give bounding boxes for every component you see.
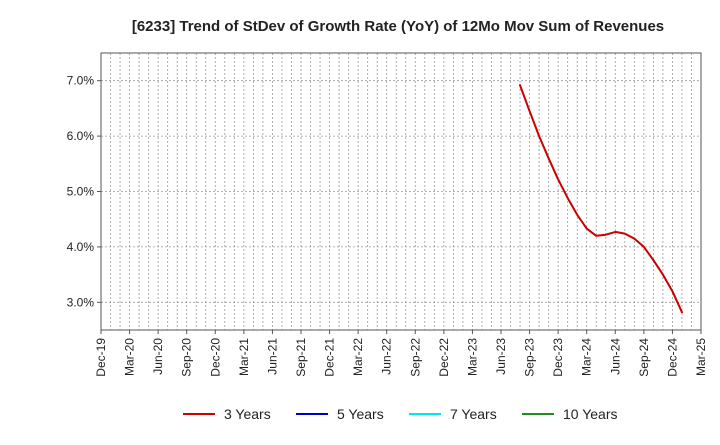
y-tick-label: 3.0%: [67, 295, 95, 309]
series-layer: [519, 84, 683, 314]
x-tick-label: Sep-22: [408, 338, 422, 377]
y-axis: 3.0% 4.0% 5.0% 6.0% 7.0%: [67, 74, 101, 309]
legend-label-3-years: 3 Years: [224, 406, 271, 422]
y-tick-label: 5.0%: [67, 185, 95, 199]
x-tick-label: Jun-22: [380, 338, 394, 375]
x-tick-label: Dec-20: [208, 338, 222, 377]
x-tick-label: Jun-23: [494, 338, 508, 375]
x-axis: Dec-19 Mar-20 Jun-20 Sep-20 Dec-20 Mar-21 Jun-…: [94, 330, 708, 377]
x-tick-label: Jun-20: [151, 338, 165, 375]
x-tick-label: Mar-24: [580, 338, 594, 376]
x-tick-label: Mar-20: [123, 338, 137, 376]
x-tick-label: Jun-24: [608, 338, 622, 375]
chart-title: [6233] Trend of StDev of Growth Rate (Yo…: [132, 18, 664, 35]
x-tick-label: Sep-24: [637, 338, 651, 377]
x-tick-label: Mar-23: [465, 338, 479, 376]
x-tick-label: Dec-19: [94, 338, 108, 377]
series-line-3-years: [519, 84, 683, 314]
x-tick-label: Sep-23: [523, 338, 537, 377]
x-tick-label: Jun-21: [265, 338, 279, 375]
y-tick-label: 4.0%: [67, 240, 95, 254]
legend-label-5-years: 5 Years: [337, 406, 384, 422]
legend-label-7-years: 7 Years: [450, 406, 497, 422]
y-tick-label: 6.0%: [67, 129, 95, 143]
x-tick-label: Dec-21: [323, 338, 337, 377]
x-tick-label: Sep-21: [294, 338, 308, 377]
x-tick-label: Dec-22: [437, 338, 451, 377]
x-tick-label: Sep-20: [180, 338, 194, 377]
x-tick-label: Dec-24: [665, 338, 679, 377]
y-tick-label: 7.0%: [67, 74, 95, 88]
x-tick-label: Mar-21: [237, 338, 251, 376]
grid: [101, 53, 701, 330]
x-tick-label: Dec-23: [551, 338, 565, 377]
x-tick-label: Mar-25: [694, 338, 708, 376]
legend: 3 Years 5 Years 7 Years 10 Years: [183, 406, 618, 422]
legend-label-10-years: 10 Years: [563, 406, 618, 422]
x-tick-label: Mar-22: [351, 338, 365, 376]
